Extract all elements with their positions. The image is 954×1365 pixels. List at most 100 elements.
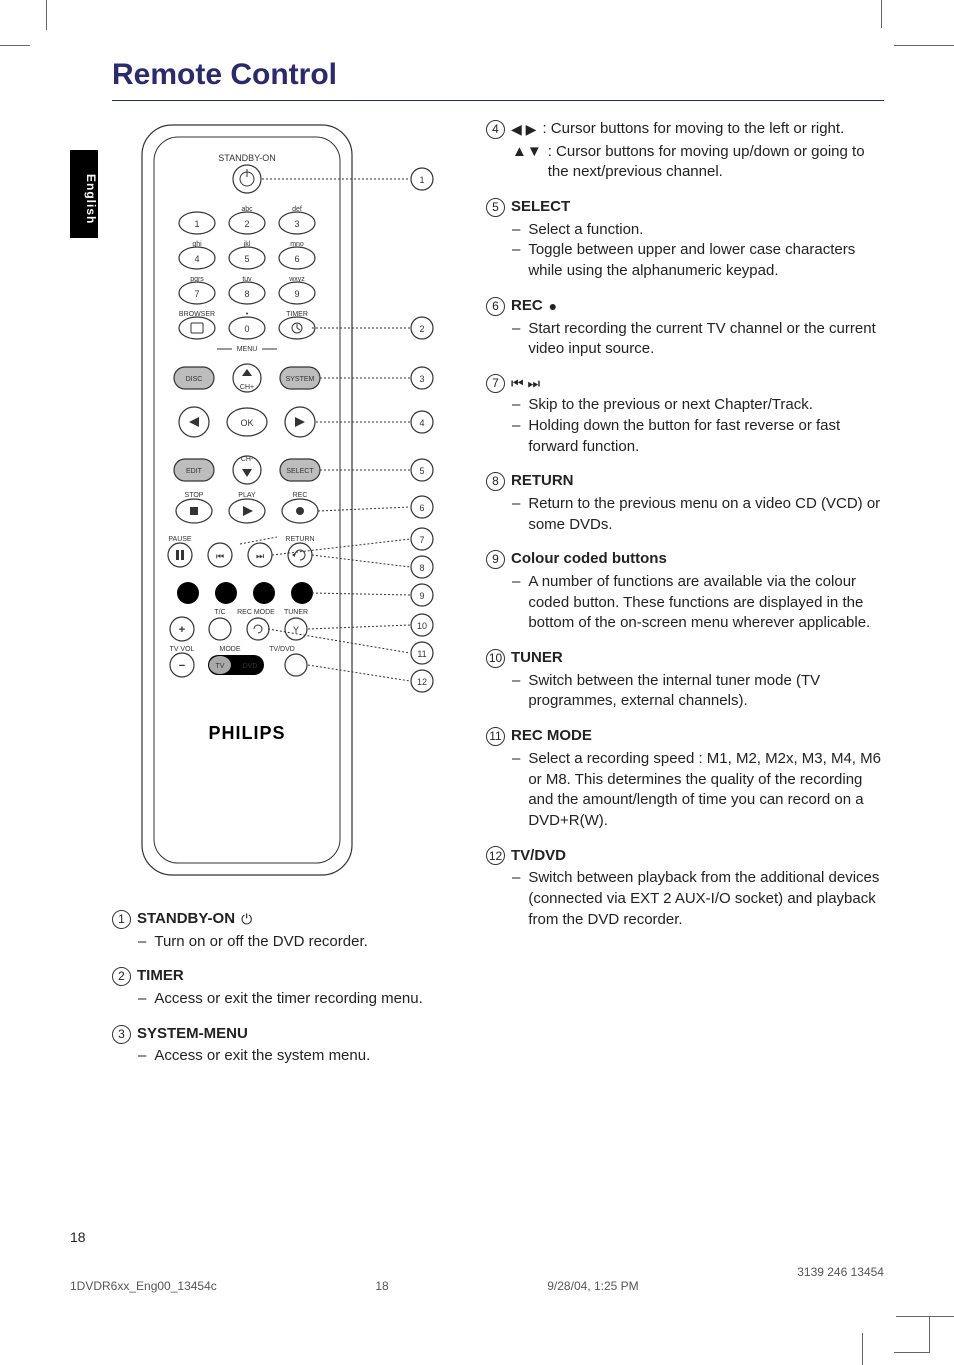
dash-icon: – (512, 671, 520, 712)
svg-text:10: 10 (417, 621, 427, 631)
item-bullet-text: Select a function. (528, 220, 643, 241)
left-column: .ln{stroke:#333;stroke-width:1.2;fill:no… (112, 119, 472, 1081)
description-item: 1 STANDBY-ON ⏻–Turn on or off the DVD re… (112, 909, 454, 952)
item-title: STANDBY-ON (137, 909, 235, 930)
item-title: REC MODE (511, 726, 592, 747)
item-title: TV/DVD (511, 846, 566, 867)
dash-icon: – (138, 932, 146, 953)
svg-text:1: 1 (419, 175, 424, 185)
item-bullet-text: Turn on or off the DVD recorder. (154, 932, 367, 953)
svg-text:0: 0 (244, 324, 249, 334)
svg-text:12: 12 (417, 677, 427, 687)
item-bullet-text: Holding down the button for fast reverse… (528, 416, 884, 457)
footer-line: 1DVDR6xx_Eng00_13454c 18 9/28/04, 1:25 P… (70, 1279, 884, 1293)
item-number: 9 (486, 550, 505, 569)
item-number: 10 (486, 649, 505, 668)
svg-text:DISC: DISC (186, 376, 203, 383)
dash-icon: – (512, 240, 520, 281)
remote-diagram: .ln{stroke:#333;stroke-width:1.2;fill:no… (112, 119, 452, 889)
item-title: REC (511, 296, 543, 317)
description-item: 5 SELECT–Select a function.–Toggle betwe… (486, 197, 884, 282)
svg-text:7: 7 (419, 535, 424, 545)
footer-file: 1DVDR6xx_Eng00_13454c (70, 1279, 217, 1293)
svg-text:SELECT: SELECT (286, 468, 314, 475)
svg-text:11: 11 (417, 649, 426, 659)
svg-text:3: 3 (419, 374, 424, 384)
item-number: 4 (486, 120, 505, 139)
svg-text:8: 8 (244, 289, 249, 299)
svg-text:4: 4 (194, 254, 199, 264)
footer-date: 9/28/04, 1:25 PM (547, 1279, 638, 1293)
svg-text:PLAY: PLAY (238, 492, 256, 499)
description-item: 6 REC ●–Start recording the current TV c… (486, 296, 884, 360)
item-number: 2 (112, 967, 131, 986)
dash-icon: – (138, 989, 146, 1010)
item-title: RETURN (511, 471, 574, 492)
description-item: 8 RETURN–Return to the previous menu on … (486, 471, 884, 535)
item-bullet-text: Access or exit the system menu. (154, 1046, 370, 1067)
svg-text:+: + (179, 624, 185, 636)
item-inline-text: : Cursor buttons for moving to the left … (542, 119, 844, 140)
dash-icon: – (512, 572, 520, 634)
description-item: 11 REC MODE–Select a recording speed : M… (486, 726, 884, 831)
dash-icon: – (512, 416, 520, 457)
dash-icon: – (512, 319, 520, 360)
item-title: TIMER (137, 966, 184, 987)
svg-text:9: 9 (294, 289, 299, 299)
item-bullet-text: Return to the previous menu on a video C… (528, 494, 884, 535)
symbol-icon: ⏮ ⏭ (511, 374, 540, 393)
svg-text:9: 9 (419, 591, 424, 601)
language-tab: English (70, 150, 98, 238)
item-number: 5 (486, 198, 505, 217)
item-number: 8 (486, 472, 505, 491)
svg-text:T/C: T/C (214, 609, 225, 616)
page-title: Remote Control (112, 58, 884, 101)
svg-text:2: 2 (244, 219, 249, 229)
dash-icon: – (512, 220, 520, 241)
item-title: TUNER (511, 648, 563, 669)
svg-text:8: 8 (419, 563, 424, 573)
description-item: 9 Colour coded buttons–A number of funct… (486, 549, 884, 634)
svg-text:STOP: STOP (185, 492, 204, 499)
item-title: Colour coded buttons (511, 549, 667, 570)
item-bullet-text: A number of functions are available via … (528, 572, 884, 634)
svg-text:2: 2 (419, 324, 424, 334)
dash-icon: – (512, 395, 520, 416)
svg-text:4: 4 (419, 418, 424, 428)
item-bullet-text: Switch between playback from the additio… (528, 868, 884, 930)
item-bullet-text: Access or exit the timer recording menu. (154, 989, 422, 1010)
svg-text:−: − (179, 660, 185, 672)
svg-text:6: 6 (294, 254, 299, 264)
footer-page: 18 (375, 1279, 388, 1293)
svg-text:SYSTEM: SYSTEM (286, 376, 315, 383)
description-item: 7 ⏮ ⏭–Skip to the previous or next Chapt… (486, 374, 884, 457)
svg-text:1: 1 (194, 219, 199, 229)
item-bullet-text: Select a recording speed : M1, M2, M2x, … (528, 749, 884, 832)
item-title: SELECT (511, 197, 570, 218)
description-item: 12 TV/DVD–Switch between playback from t… (486, 846, 884, 931)
svg-text:5: 5 (419, 466, 424, 476)
svg-text:⏮: ⏮ (216, 551, 224, 561)
right-column: 4 ◀ ▶: Cursor buttons for moving to the … (472, 119, 884, 1081)
page-number: 18 (70, 1229, 86, 1245)
item-number: 12 (486, 846, 505, 865)
svg-text:OK: OK (240, 418, 253, 428)
symbol-icon: ▲▼ (512, 142, 542, 183)
dash-icon: – (138, 1046, 146, 1067)
svg-text:6: 6 (419, 503, 424, 513)
item-bullet-text: Skip to the previous or next Chapter/Tra… (528, 395, 813, 416)
item-bullet-text: Start recording the current TV channel o… (528, 319, 884, 360)
svg-text:REC MODE: REC MODE (237, 609, 275, 616)
svg-text:RETURN: RETURN (285, 536, 314, 543)
svg-text:7: 7 (194, 289, 199, 299)
item-number: 3 (112, 1025, 131, 1044)
symbol-icon: ● (549, 297, 557, 316)
dash-icon: – (512, 494, 520, 535)
svg-text:DVD: DVD (243, 663, 258, 670)
item-number: 11 (486, 727, 505, 746)
description-item: 10 TUNER–Switch between the internal tun… (486, 648, 884, 712)
item-bullet-text: Switch between the internal tuner mode (… (528, 671, 884, 712)
dash-icon: – (512, 749, 520, 832)
svg-text:TUNER: TUNER (284, 609, 308, 616)
dash-icon: – (512, 868, 520, 930)
